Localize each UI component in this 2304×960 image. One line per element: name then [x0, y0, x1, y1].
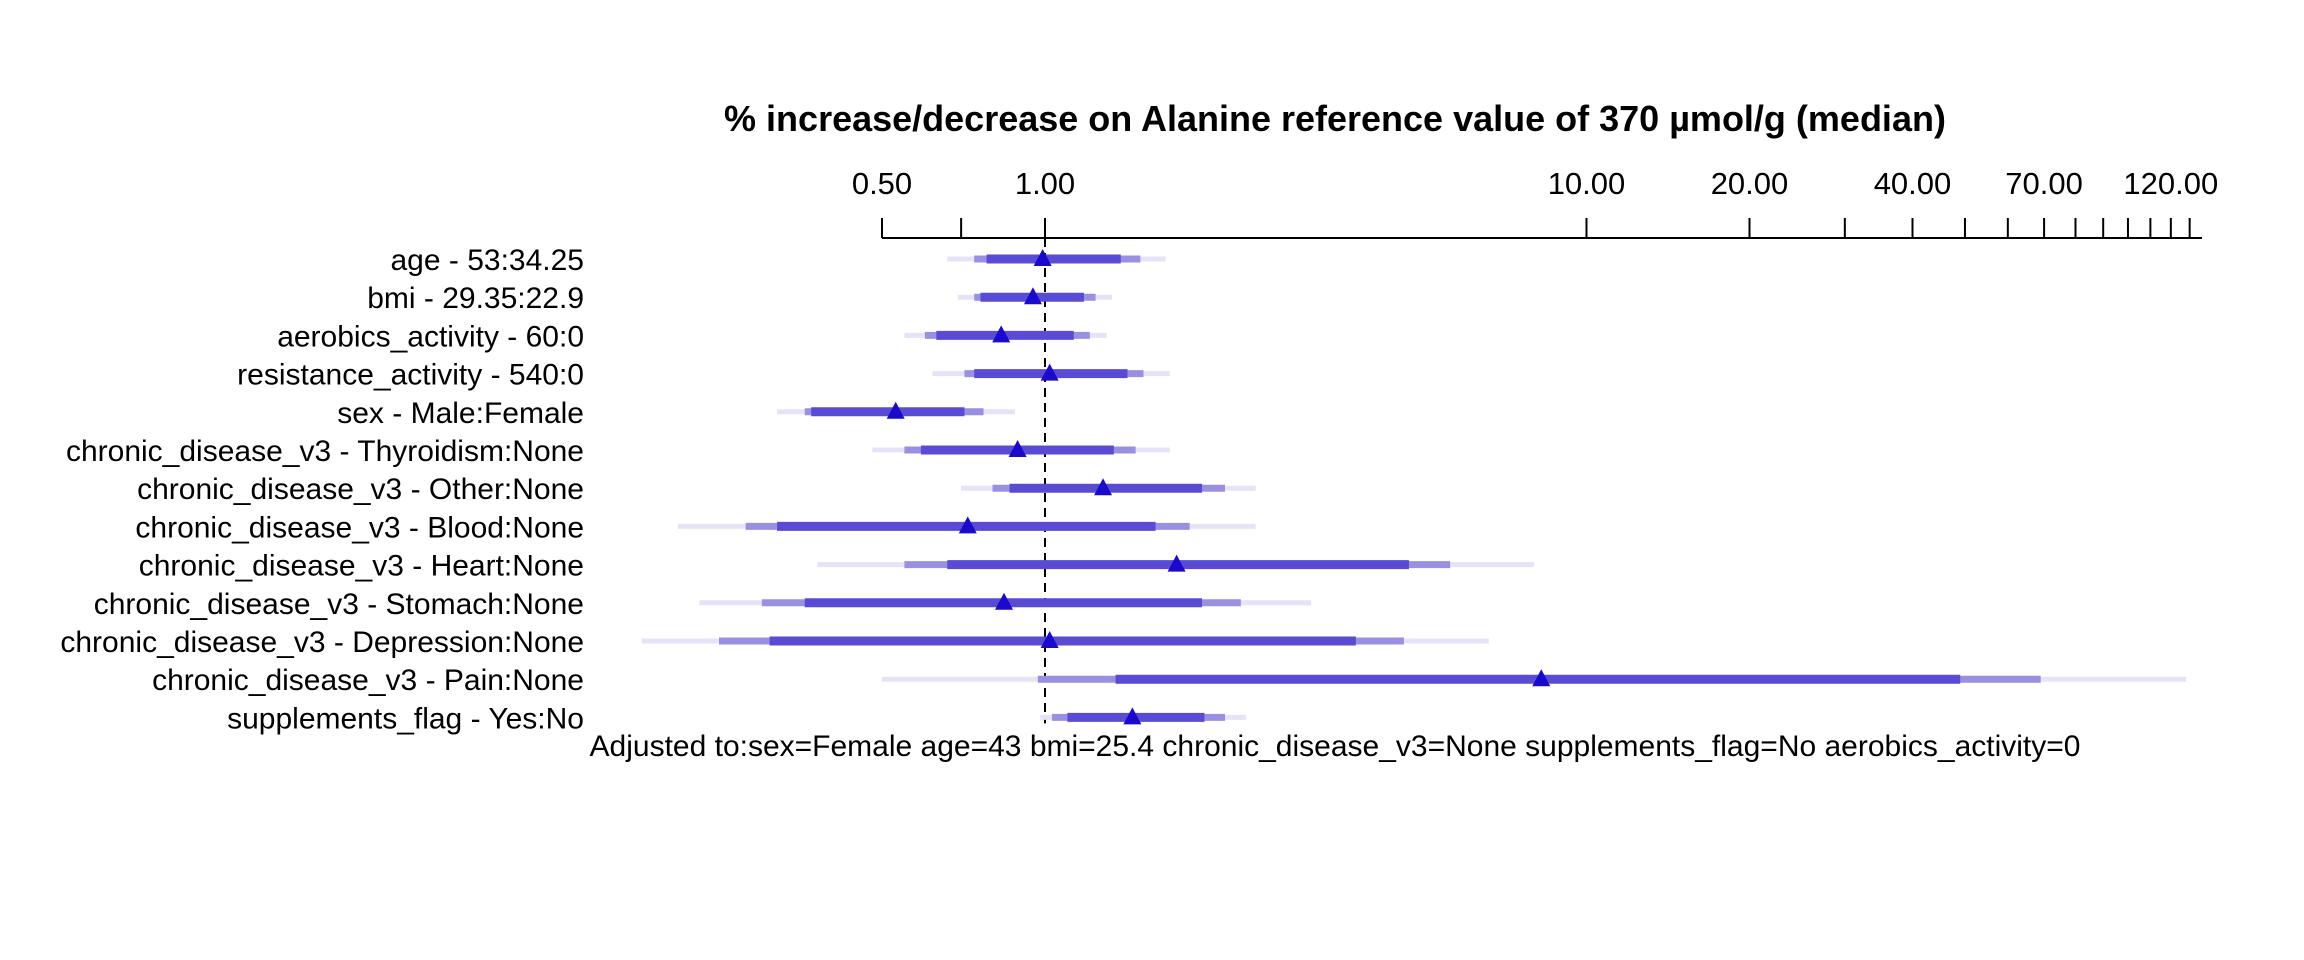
- tick-label: 1.00: [1015, 166, 1075, 201]
- forest-row: age - 53:34.25: [391, 244, 1166, 277]
- row-label: aerobics_activity - 60:0: [277, 320, 584, 353]
- row-label: resistance_activity - 540:0: [237, 359, 584, 392]
- tick-label: 0.50: [852, 166, 912, 201]
- estimate-marker: [1123, 707, 1142, 725]
- tick-label: 20.00: [1711, 166, 1789, 201]
- row-label: chronic_disease_v3 - Thyroidism:None: [66, 435, 584, 468]
- forest-row: chronic_disease_v3 - Other:None: [137, 473, 1256, 506]
- tick-label: 40.00: [1874, 166, 1952, 201]
- estimate-marker: [886, 401, 905, 419]
- forest-row: sex - Male:Female: [337, 397, 1015, 430]
- row-label: bmi - 29.35:22.9: [367, 282, 584, 315]
- forest-row: aerobics_activity - 60:0: [277, 320, 1107, 353]
- forest-row: chronic_disease_v3 - Pain:None: [152, 664, 2187, 697]
- estimate-marker: [1040, 363, 1059, 381]
- estimate-marker: [1033, 249, 1052, 266]
- forest-row: resistance_activity - 540:0: [237, 359, 1170, 392]
- row-label: age - 53:34.25: [391, 244, 585, 277]
- estimate-marker: [958, 516, 977, 534]
- tick-label: 120.00: [2123, 166, 2218, 201]
- forest-rows: age - 53:34.25 bmi - 29.35:22.9 aerobics_a…: [60, 244, 2187, 735]
- forest-row: chronic_disease_v3 - Blood:None: [135, 511, 1256, 544]
- estimate-marker: [1094, 478, 1113, 496]
- estimate-marker: [1008, 440, 1027, 457]
- tick-label: 10.00: [1548, 166, 1626, 201]
- forest-row: supplements_flag - Yes:No: [227, 702, 1246, 735]
- top-log-axis: 0.50 1.00 10.00 20.00 40.00 70.00 120.00: [852, 166, 2218, 239]
- forest-row: chronic_disease_v3 - Stomach:None: [94, 588, 1312, 621]
- row-label: chronic_disease_v3 - Heart:None: [139, 550, 584, 583]
- forest-row: chronic_disease_v3 - Thyroidism:None: [66, 435, 1170, 468]
- row-label: chronic_disease_v3 - Blood:None: [135, 511, 584, 544]
- chart-title: % increase/decrease on Alanine reference…: [724, 98, 1946, 139]
- forest-row: bmi - 29.35:22.9: [367, 282, 1113, 315]
- tick-label: 70.00: [2005, 166, 2083, 201]
- estimate-marker: [1532, 669, 1551, 687]
- forest-row: chronic_disease_v3 - Heart:None: [139, 550, 1535, 583]
- row-label: chronic_disease_v3 - Pain:None: [152, 664, 584, 697]
- estimate-marker: [1167, 554, 1186, 572]
- row-label: chronic_disease_v3 - Other:None: [137, 473, 584, 506]
- estimate-marker: [1023, 287, 1042, 305]
- estimate-marker: [992, 325, 1011, 343]
- forest-row: chronic_disease_v3 - Depression:None: [60, 626, 1489, 659]
- row-label: supplements_flag - Yes:No: [227, 702, 584, 735]
- adjustment-footnote: Adjusted to:sex=Female age=43 bmi=25.4 c…: [590, 730, 2081, 763]
- row-label: chronic_disease_v3 - Depression:None: [60, 626, 584, 659]
- row-label: sex - Male:Female: [337, 397, 584, 430]
- estimate-marker: [1040, 631, 1059, 648]
- row-label: chronic_disease_v3 - Stomach:None: [94, 588, 584, 621]
- estimate-marker: [995, 592, 1014, 610]
